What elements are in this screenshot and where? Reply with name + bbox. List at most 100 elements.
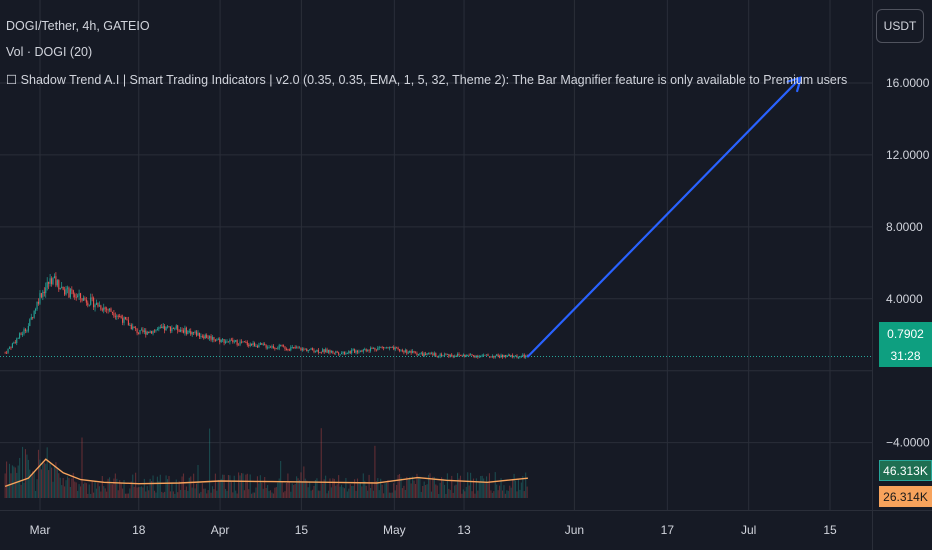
- candle-body: [483, 354, 485, 356]
- candle-body: [307, 350, 309, 352]
- candle-body: [429, 352, 431, 354]
- volume-bar: [116, 478, 118, 498]
- volume-bar: [217, 479, 219, 498]
- candle-body: [441, 354, 443, 357]
- volume-bar: [525, 472, 527, 498]
- candle-body: [220, 339, 222, 343]
- volume-bar: [409, 476, 411, 498]
- candle-body: [137, 333, 140, 334]
- candle-body: [420, 352, 422, 354]
- candle-body: [104, 307, 106, 309]
- candle-body: [168, 326, 170, 328]
- volume-bar: [188, 477, 190, 498]
- candle-body: [288, 349, 290, 351]
- candle-body: [478, 356, 480, 358]
- volume-legend[interactable]: Vol · DOGI (20): [6, 45, 93, 59]
- candle-body: [235, 340, 237, 342]
- volume-bar: [454, 485, 456, 498]
- candle-body: [195, 331, 198, 336]
- volume-bar: [152, 475, 154, 498]
- volume-bar: [153, 490, 156, 498]
- candle-body: [284, 346, 286, 350]
- candle-body: [94, 304, 96, 308]
- volume-bar: [468, 485, 470, 498]
- volume-bar: [485, 476, 488, 498]
- volume-bar: [72, 472, 74, 498]
- volume-bar: [230, 481, 232, 498]
- candle-body: [194, 331, 196, 333]
- candle-body: [381, 346, 383, 348]
- candle-body: [493, 356, 495, 358]
- volume-bar: [240, 473, 243, 498]
- volume-bar: [172, 491, 174, 498]
- indicator-legend[interactable]: ☐ Shadow Trend A.I | Smart Trading Indic…: [6, 73, 848, 87]
- candle-body: [456, 353, 459, 357]
- volume-bar: [178, 481, 180, 498]
- candle-body: [214, 339, 216, 341]
- volume-bar: [456, 473, 459, 498]
- volume-bar: [103, 486, 105, 498]
- symbol-legend[interactable]: DOGI/Tether, 4h, GATEIO: [6, 19, 150, 33]
- candle-body: [507, 354, 509, 356]
- volume-bar: [438, 493, 440, 498]
- currency-button[interactable]: USDT: [876, 9, 924, 43]
- candle-body: [514, 355, 517, 357]
- volume-bar: [43, 462, 45, 498]
- volume-bar: [323, 479, 325, 498]
- candle-body: [39, 293, 41, 304]
- candle-body: [430, 353, 432, 355]
- candle-body: [313, 350, 315, 353]
- volume-bar: [268, 491, 270, 498]
- candle-body: [69, 289, 71, 298]
- candle-body: [126, 319, 128, 321]
- candle-body: [117, 315, 119, 317]
- volume-bar: [298, 479, 301, 498]
- volume-bar: [214, 473, 216, 498]
- candle-body: [226, 341, 228, 343]
- candle-body: [127, 320, 129, 326]
- candle-body: [8, 347, 11, 349]
- volume-bar: [149, 478, 151, 498]
- candle-body: [206, 335, 208, 338]
- volume-bar: [242, 473, 244, 498]
- candle-body: [475, 355, 477, 358]
- candle-body: [290, 347, 292, 351]
- volume-bar: [42, 461, 44, 498]
- candle-body: [165, 326, 167, 331]
- volume-bar: [484, 482, 486, 498]
- candle-body: [222, 339, 224, 341]
- candle-body: [398, 349, 401, 351]
- candle-body: [365, 349, 367, 352]
- volume-bar: [517, 478, 519, 498]
- volume-bar: [191, 487, 193, 498]
- candle-body: [462, 354, 464, 357]
- volume-bar: [354, 479, 356, 498]
- candle-body: [346, 353, 348, 354]
- candle-body: [361, 350, 363, 352]
- candle-body: [338, 352, 340, 355]
- volume-bar: [190, 476, 192, 498]
- volume-bar: [401, 488, 403, 498]
- volume-bar: [256, 476, 258, 498]
- volume-bar: [426, 484, 428, 498]
- candle-body: [294, 347, 296, 349]
- volume-bar: [49, 462, 51, 498]
- candle-body: [85, 299, 87, 303]
- volume-bar: [430, 491, 432, 498]
- candle-body: [314, 351, 316, 353]
- volume-bar: [342, 487, 344, 498]
- volume-bar: [325, 475, 327, 498]
- volume-bar: [414, 483, 417, 498]
- candle-body: [188, 330, 190, 332]
- candle-body: [417, 354, 419, 356]
- candle-body: [267, 347, 269, 349]
- volume-bar: [327, 490, 330, 498]
- volume-bar: [472, 478, 475, 498]
- volume-bar: [110, 484, 112, 498]
- volume-bar: [37, 449, 40, 498]
- volume-bar: [36, 479, 38, 498]
- volume-bar: [277, 482, 279, 498]
- volume-bar: [322, 483, 324, 498]
- candle-body: [156, 329, 158, 331]
